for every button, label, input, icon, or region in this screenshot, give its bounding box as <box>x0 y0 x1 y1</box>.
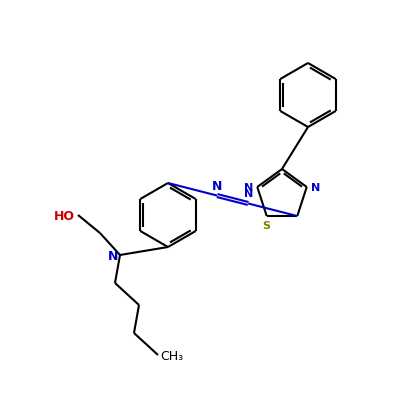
Text: HO: HO <box>54 210 74 224</box>
Text: N: N <box>311 183 320 193</box>
Text: N: N <box>244 183 253 193</box>
Text: S: S <box>263 221 271 231</box>
Text: N: N <box>108 250 118 264</box>
Text: N: N <box>244 190 253 200</box>
Text: CH₃: CH₃ <box>160 350 184 364</box>
Text: N: N <box>212 180 222 193</box>
